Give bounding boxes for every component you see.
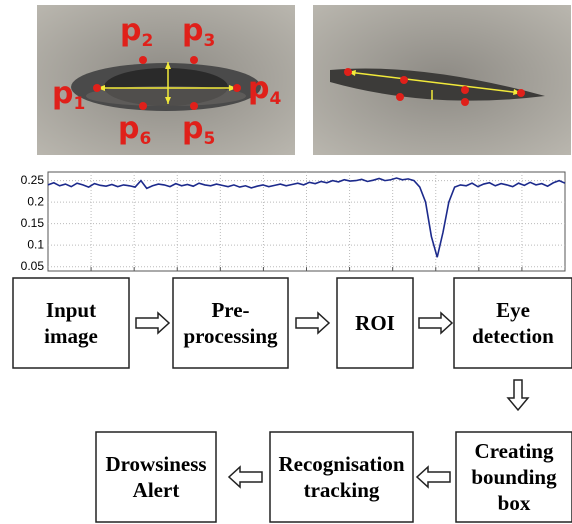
- ear-line: [47, 177, 566, 258]
- landmark-label: p4: [248, 71, 281, 109]
- y-tick-label: 0.2: [27, 194, 44, 208]
- process-label: Alert: [133, 478, 180, 502]
- plot-frame: [47, 171, 566, 272]
- process-label: image: [44, 324, 98, 348]
- closed-eye-image: [313, 5, 571, 155]
- y-tick-label: 0.1: [27, 237, 44, 251]
- y-tick-label: 0.15: [21, 216, 45, 230]
- process-label: Drowsiness: [105, 452, 206, 476]
- process-box: [95, 431, 217, 523]
- arrow: [295, 311, 331, 335]
- arrow: [227, 465, 263, 489]
- process-label: Eye: [496, 298, 530, 322]
- arrow: [418, 311, 454, 335]
- landmark-label: p2: [120, 13, 153, 51]
- process-label: bounding: [471, 465, 557, 489]
- process-label: ROI: [355, 311, 395, 335]
- process-label: processing: [183, 324, 278, 348]
- landmark-label: p3: [182, 13, 215, 51]
- process-box: [453, 277, 572, 369]
- process-box: [336, 277, 414, 369]
- ear-chart: 0.05 0.1 0.15 0.2 0.25: [21, 172, 566, 273]
- process-box: [12, 277, 130, 369]
- landmark-label: p5: [182, 111, 215, 149]
- open-eye-image: [37, 5, 295, 155]
- process-label: Input: [46, 298, 96, 322]
- process-label: box: [498, 491, 531, 515]
- process-label: tracking: [304, 478, 380, 502]
- landmark-label: p6: [118, 111, 151, 149]
- process-box: [172, 277, 289, 369]
- process-label: Creating: [475, 439, 554, 463]
- y-tick-label: 0.25: [21, 173, 45, 187]
- arrow: [415, 465, 451, 489]
- arrow: [506, 379, 530, 412]
- process-label: Pre-: [211, 298, 249, 322]
- process-label: Recognisation: [279, 452, 405, 476]
- process-label: detection: [472, 324, 554, 348]
- arrow: [135, 311, 171, 335]
- y-tick-label: 0.05: [21, 259, 45, 273]
- landmark-label: p1: [52, 76, 85, 114]
- process-box: [455, 431, 572, 523]
- process-box: [269, 431, 414, 523]
